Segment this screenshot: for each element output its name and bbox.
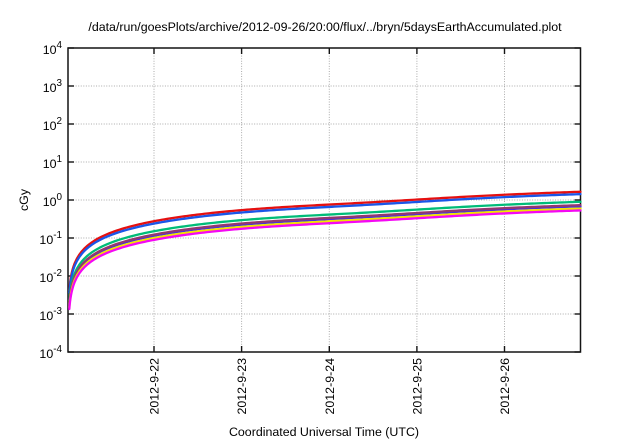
svg-text:2012-9-25: 2012-9-25: [410, 358, 424, 415]
svg-text:2012-9-24: 2012-9-24: [323, 358, 337, 415]
svg-text:2012-9-26: 2012-9-26: [498, 358, 512, 415]
svg-text:/data/run/goesPlots/archive/20: /data/run/goesPlots/archive/2012-09-26/2…: [88, 20, 562, 34]
svg-text:cGy: cGy: [17, 188, 31, 211]
svg-text:2012-9-22: 2012-9-22: [148, 358, 162, 415]
svg-text:Coordinated Universal Time (UT: Coordinated Universal Time (UTC): [229, 425, 419, 439]
svg-text:2012-9-23: 2012-9-23: [235, 358, 249, 415]
